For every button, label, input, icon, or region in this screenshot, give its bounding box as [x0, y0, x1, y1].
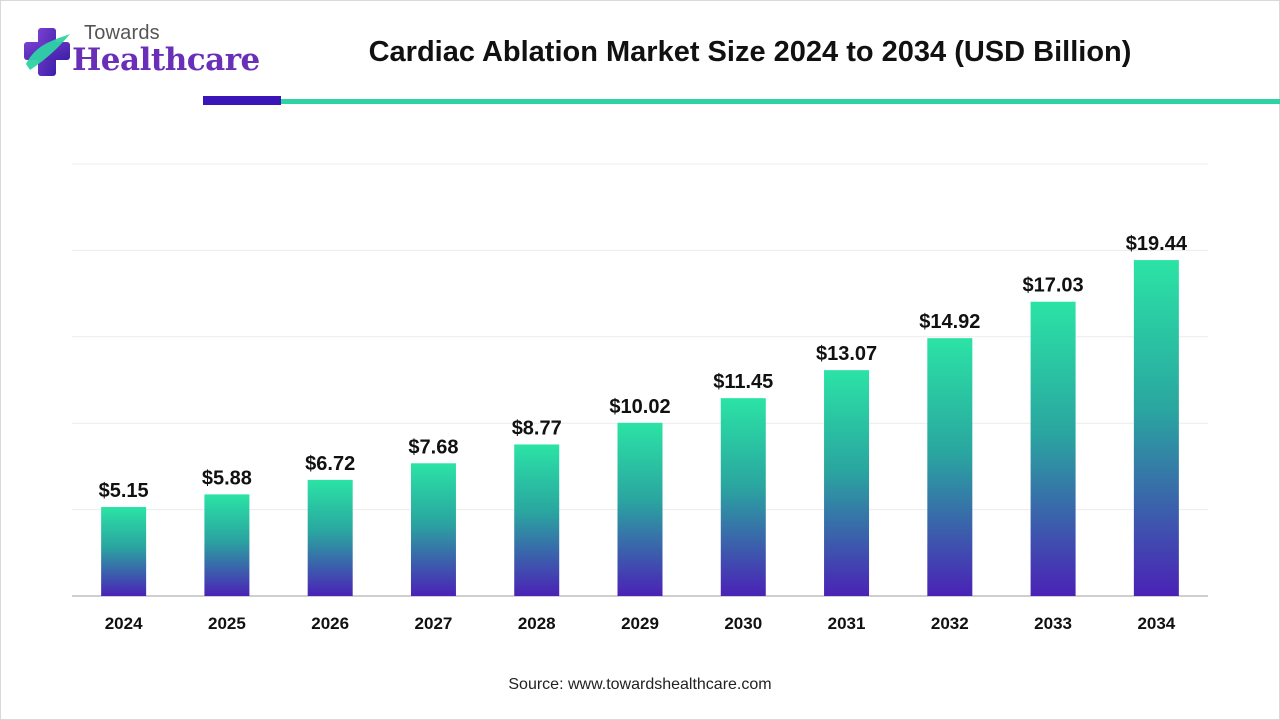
title-underline-accent — [203, 96, 281, 105]
value-label-2024: $5.15 — [99, 480, 149, 502]
value-label-2026: $6.72 — [305, 453, 355, 475]
x-tick-label-2032: 2032 — [931, 614, 969, 633]
value-label-2034: $19.44 — [1126, 233, 1188, 255]
medical-cross-icon — [24, 28, 70, 76]
x-tick-label-2027: 2027 — [415, 614, 453, 633]
value-label-2031: $13.07 — [816, 343, 877, 365]
x-tick-label-2026: 2026 — [311, 614, 349, 633]
logo-text-healthcare: Healthcare — [72, 42, 260, 78]
value-label-2030: $11.45 — [713, 371, 773, 393]
value-label-2027: $7.68 — [408, 436, 458, 458]
logo-text-towards: Towards — [84, 22, 160, 44]
title-underline — [281, 99, 1280, 104]
bar-2027 — [410, 463, 456, 596]
bar-2028 — [514, 444, 560, 596]
source-note: Source: www.towardshealthcare.com — [508, 676, 772, 693]
bar-2034 — [1133, 260, 1179, 596]
value-label-2029: $10.02 — [609, 396, 670, 418]
bar-2029 — [617, 422, 663, 596]
bar-2032 — [927, 338, 973, 596]
x-tick-label-2034: 2034 — [1137, 614, 1175, 633]
x-tick-label-2031: 2031 — [828, 614, 866, 633]
bar-2033 — [1030, 301, 1076, 596]
x-tick-label-2030: 2030 — [724, 614, 762, 633]
value-label-2033: $17.03 — [1023, 275, 1084, 297]
x-tick-label-2025: 2025 — [208, 614, 246, 633]
value-label-2032: $14.92 — [919, 311, 980, 333]
bar-2024 — [101, 507, 147, 596]
bar-2026 — [307, 479, 353, 596]
x-tick-label-2033: 2033 — [1034, 614, 1072, 633]
towards-healthcare-logo: Towards Healthcare — [20, 18, 260, 84]
chart-title: Cardiac Ablation Market Size 2024 to 203… — [368, 36, 1132, 68]
bar-2031 — [824, 370, 870, 596]
value-label-2025: $5.88 — [202, 467, 252, 489]
x-tick-label-2029: 2029 — [621, 614, 659, 633]
value-label-2028: $8.77 — [512, 417, 562, 439]
x-tick-label-2024: 2024 — [105, 614, 143, 633]
x-tick-label-2028: 2028 — [518, 614, 556, 633]
bar-2030 — [720, 398, 766, 596]
bar-2025 — [204, 494, 250, 596]
